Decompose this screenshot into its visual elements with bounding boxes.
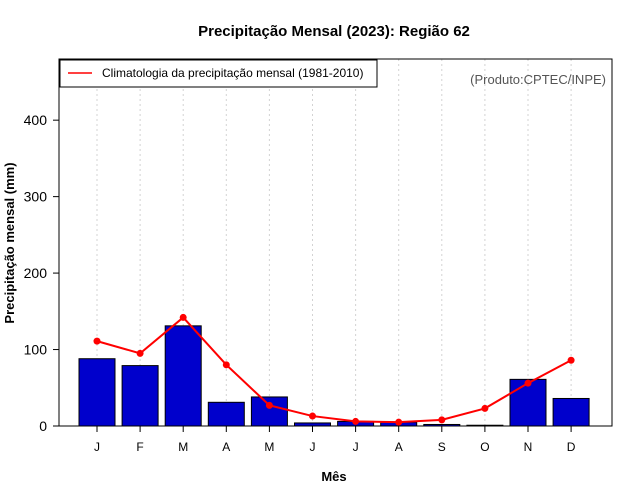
y-axis: 0 100 200 300 400 bbox=[24, 112, 59, 434]
x-tick-label: J bbox=[310, 440, 316, 454]
bar bbox=[552, 397, 590, 427]
bar bbox=[164, 325, 202, 427]
climatology-point bbox=[567, 356, 575, 364]
climatology-point bbox=[438, 416, 446, 424]
y-axis-label: Precipitação mensal (mm) bbox=[2, 162, 17, 323]
legend-box bbox=[59, 59, 378, 88]
x-tick-label: F bbox=[136, 440, 143, 454]
x-tick-label: J bbox=[353, 440, 359, 454]
climatology-point bbox=[136, 349, 144, 357]
bar bbox=[121, 365, 159, 427]
chart-title: Precipitação Mensal (2023): Região 62 bbox=[198, 23, 470, 40]
bar-series bbox=[78, 325, 590, 427]
climatology-point bbox=[179, 313, 187, 321]
x-tick-label: J bbox=[94, 440, 100, 454]
climatology-point bbox=[352, 417, 360, 425]
x-tick-label: A bbox=[222, 440, 230, 454]
plot-frame bbox=[58, 58, 613, 427]
x-tick-label: O bbox=[480, 440, 489, 454]
legend: Climatologia da precipitação mensal (198… bbox=[59, 59, 378, 88]
climatology-point bbox=[395, 418, 403, 426]
x-tick-label: S bbox=[438, 440, 446, 454]
bar bbox=[250, 396, 288, 427]
y-tick-label: 400 bbox=[24, 112, 48, 128]
legend-label: Climatologia da precipitação mensal (198… bbox=[102, 66, 363, 80]
climatology-point bbox=[222, 361, 230, 369]
climatology-point bbox=[93, 337, 101, 345]
climatology-point bbox=[265, 401, 273, 409]
y-tick-label: 300 bbox=[24, 189, 48, 205]
x-tick-label: A bbox=[395, 440, 403, 454]
bar bbox=[78, 358, 116, 427]
bar bbox=[207, 401, 245, 427]
y-tick-label: 100 bbox=[24, 342, 48, 358]
climatology-point bbox=[309, 412, 316, 420]
x-tick-label: M bbox=[264, 440, 274, 454]
x-tick-label: D bbox=[567, 440, 576, 454]
y-tick-label: 200 bbox=[24, 265, 48, 281]
climatology-point bbox=[524, 379, 532, 387]
climatology-line bbox=[96, 316, 572, 424]
credit-text: (Produto:CPTEC/INPE) bbox=[470, 72, 606, 87]
climatology-point bbox=[481, 404, 489, 412]
x-tick-label: M bbox=[178, 440, 188, 454]
climatology-series bbox=[93, 313, 575, 426]
x-axis-label: Mês bbox=[321, 469, 346, 484]
x-tick-label: N bbox=[524, 440, 533, 454]
y-tick-label: 0 bbox=[39, 418, 47, 434]
